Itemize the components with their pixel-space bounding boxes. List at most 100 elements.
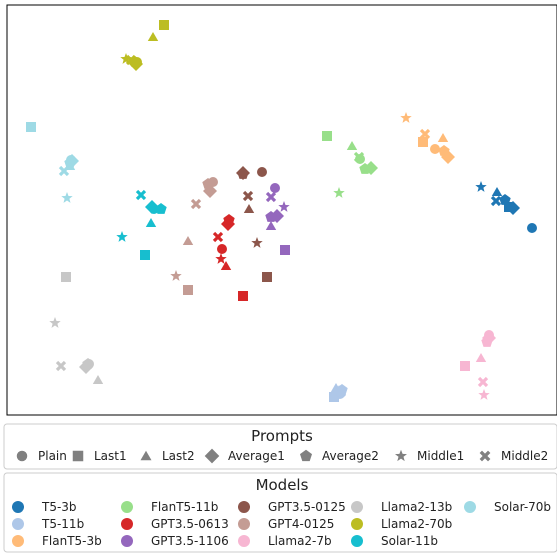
data-point-x: [353, 151, 365, 163]
series-flant5-11b: [322, 131, 378, 198]
models-legend-label: GPT3.5-0613: [151, 517, 229, 531]
data-point-triangle: [243, 204, 255, 213]
prompts-legend-label: Average2: [322, 449, 379, 463]
data-point-triangle: [265, 221, 277, 230]
data-point-x: [58, 165, 70, 177]
models-legend-label: T5-11b: [41, 517, 84, 531]
legend-swatch: [351, 501, 363, 513]
models-legend-label: Solar-11b: [381, 534, 438, 548]
prompts-legend-label: Middle1: [417, 449, 464, 463]
legend-swatch: [121, 518, 133, 530]
data-point-square: [61, 272, 71, 282]
prompts-legend: Prompts Plain Last1 Last2 Average1 Average2 M…: [3, 423, 557, 470]
data-point-star: [49, 317, 61, 328]
prompts-legend-label: Last1: [94, 449, 127, 463]
legend-swatch: [351, 535, 363, 547]
data-point-pentagon: [64, 157, 76, 168]
data-point-square: [140, 250, 150, 260]
data-point-circle: [217, 244, 227, 254]
data-point-x: [477, 376, 489, 388]
legend-swatch: [238, 501, 250, 513]
models-legend-box: [3, 472, 557, 553]
data-point-pentagon: [265, 211, 277, 222]
data-point-triangle: [437, 133, 449, 142]
legend-marker-pentagon: [300, 449, 312, 462]
models-legend-label: T5-3b: [41, 500, 77, 514]
data-point-square: [329, 392, 339, 402]
data-point-triangle: [475, 353, 487, 362]
data-point-square: [183, 285, 193, 295]
data-point-x: [419, 128, 431, 140]
data-point-pentagon: [499, 194, 511, 205]
data-point-square: [262, 272, 272, 282]
legend-swatch: [121, 535, 133, 547]
data-point-diamond: [145, 200, 159, 214]
data-point-triangle: [145, 218, 157, 227]
data-point-pentagon: [82, 358, 94, 369]
data-point-triangle: [220, 261, 232, 270]
legend-marker-star: [395, 449, 407, 462]
series-llama2-13b: [49, 272, 104, 384]
data-point-diamond: [506, 201, 520, 215]
legend-swatch: [12, 501, 24, 513]
data-point-circle: [430, 144, 440, 154]
models-legend-title: Models: [256, 476, 309, 494]
legend-swatch: [238, 535, 250, 547]
data-point-pentagon: [359, 163, 371, 174]
data-point-square: [26, 122, 36, 132]
series-gpt3-5-0613: [212, 214, 248, 301]
models-legend-label: GPT3.5-1106: [151, 534, 229, 548]
data-point-circle: [527, 223, 537, 233]
data-point-triangle: [92, 375, 104, 384]
data-point-star: [61, 192, 73, 203]
data-point-square: [159, 20, 169, 30]
data-point-star: [475, 181, 487, 192]
legend-marker-circle: [16, 450, 28, 462]
data-points: [26, 20, 537, 402]
series-llama2-7b: [460, 330, 496, 400]
prompts-legend-label: Middle2: [501, 449, 548, 463]
models-legend-label: Llama2-70b: [381, 517, 452, 531]
data-point-pentagon: [223, 214, 235, 225]
models-legend-label: GPT4-0125: [268, 517, 334, 531]
data-point-star: [278, 201, 290, 212]
data-point-x: [212, 231, 224, 243]
data-point-star: [170, 270, 182, 281]
data-point-pentagon: [438, 145, 450, 156]
data-point-star: [400, 112, 412, 123]
data-point-star: [120, 53, 132, 64]
data-point-star: [251, 237, 263, 248]
series-gpt3-5-0125: [236, 166, 272, 282]
data-point-pentagon: [155, 203, 167, 214]
prompts-legend-label: Plain: [38, 449, 67, 463]
data-point-square: [280, 245, 290, 255]
models-legend-label: Llama2-7b: [268, 534, 332, 548]
legend-swatch: [12, 535, 24, 547]
models-legend-label: Llama2-13b: [381, 500, 452, 514]
series-gpt4-0125: [170, 177, 218, 295]
data-point-x: [490, 195, 502, 207]
models-legend-label: FlanT5-3b: [42, 534, 102, 548]
data-point-pentagon: [202, 178, 214, 189]
data-point-star: [333, 187, 345, 198]
legend-swatch: [464, 501, 476, 513]
models-legend-label: Solar-70b: [494, 500, 551, 514]
series-gpt3-5-1106: [265, 183, 290, 255]
legend-swatch: [121, 501, 133, 513]
data-point-star: [478, 389, 490, 400]
series-t5-11b: [329, 383, 348, 402]
data-point-star: [215, 253, 227, 264]
models-legend-label: FlanT5-11b: [151, 500, 218, 514]
prompts-legend-title: Prompts: [251, 427, 313, 445]
data-point-star: [116, 231, 128, 242]
data-point-pentagon: [237, 168, 249, 179]
legend-swatch: [238, 518, 250, 530]
data-point-x: [335, 386, 347, 398]
data-point-square: [418, 137, 428, 147]
series-solar-70b: [26, 122, 79, 203]
data-point-x: [125, 54, 137, 66]
data-point-x: [265, 191, 277, 203]
data-point-x: [55, 360, 67, 372]
data-point-x: [242, 190, 254, 202]
